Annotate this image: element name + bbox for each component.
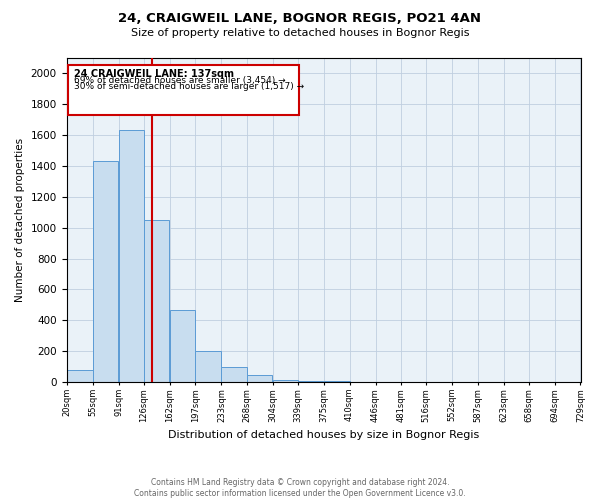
X-axis label: Distribution of detached houses by size in Bognor Regis: Distribution of detached houses by size …: [168, 430, 479, 440]
Text: Size of property relative to detached houses in Bognor Regis: Size of property relative to detached ho…: [131, 28, 469, 38]
Bar: [68, 65, 299, 114]
Bar: [92, 161, 118, 382]
Bar: [298, 381, 323, 382]
Text: 30% of semi-detached houses are larger (1,517) →: 30% of semi-detached houses are larger (…: [74, 82, 304, 91]
Bar: [221, 367, 247, 382]
Y-axis label: Number of detached properties: Number of detached properties: [15, 138, 25, 302]
Text: 24, CRAIGWEIL LANE, BOGNOR REGIS, PO21 4AN: 24, CRAIGWEIL LANE, BOGNOR REGIS, PO21 4…: [119, 12, 482, 26]
Bar: [170, 310, 196, 382]
Text: 69% of detached houses are smaller (3,454) →: 69% of detached houses are smaller (3,45…: [74, 76, 286, 85]
Bar: [119, 130, 144, 382]
Bar: [196, 352, 221, 382]
Text: 24 CRAIGWEIL LANE: 137sqm: 24 CRAIGWEIL LANE: 137sqm: [74, 69, 234, 79]
Bar: [144, 220, 169, 382]
Bar: [247, 374, 272, 382]
Bar: [67, 370, 92, 382]
Text: Contains HM Land Registry data © Crown copyright and database right 2024.
Contai: Contains HM Land Registry data © Crown c…: [134, 478, 466, 498]
Bar: [273, 380, 298, 382]
